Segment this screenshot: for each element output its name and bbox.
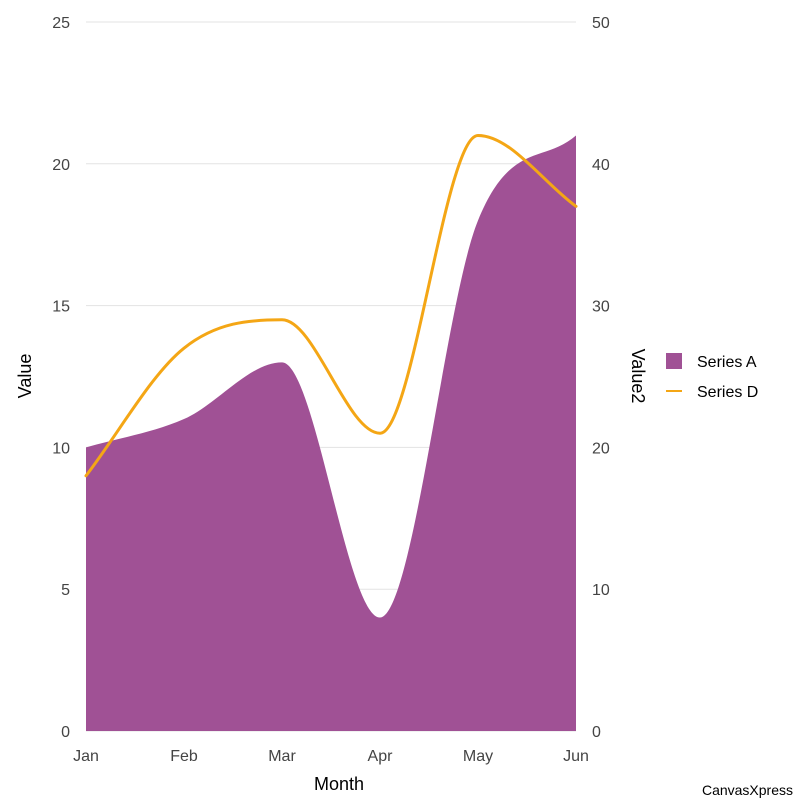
y2-tick-label: 20 <box>592 440 610 457</box>
x-axis-ticks: Jan Feb Mar Apr May Jun <box>73 748 589 765</box>
legend-label-series-a: Series A <box>697 354 757 371</box>
y-tick-label: 20 <box>52 157 70 174</box>
y-axis-title: Value <box>15 354 35 399</box>
x-axis-title: Month <box>314 774 364 794</box>
legend-swatch-series-a <box>666 353 682 369</box>
y2-tick-label: 50 <box>592 15 610 32</box>
series-d-line-layer <box>84 133 578 478</box>
legend-label-series-d: Series D <box>697 384 758 401</box>
y2-tick-label: 0 <box>592 724 601 741</box>
x-tick-label: Feb <box>170 748 198 765</box>
y2-tick-label: 40 <box>592 157 610 174</box>
x-tick-label: Mar <box>268 748 296 765</box>
y-tick-label: 0 <box>61 724 70 741</box>
y-tick-label: 25 <box>52 15 70 32</box>
x-tick-label: Apr <box>368 748 394 765</box>
x-tick-label: Jan <box>73 748 99 765</box>
series-a-area-layer <box>86 135 576 731</box>
left-axis-ticks: 0 5 10 15 20 25 <box>52 15 70 741</box>
brand-label: CanvasXpress <box>702 782 793 798</box>
y2-tick-label: 10 <box>592 582 610 599</box>
y-tick-label: 5 <box>61 582 70 599</box>
x-tick-label: Jun <box>563 748 589 765</box>
y-tick-label: 15 <box>52 299 70 316</box>
y2-axis-title: Value2 <box>628 349 648 404</box>
x-tick-label: May <box>463 748 493 765</box>
series-d-line <box>84 133 578 478</box>
y2-tick-label: 30 <box>592 299 610 316</box>
right-axis-ticks: 0 10 20 30 40 50 <box>592 15 610 741</box>
series-a-area <box>86 135 576 731</box>
legend: Series A Series D <box>666 353 758 401</box>
y-tick-label: 10 <box>52 440 70 457</box>
